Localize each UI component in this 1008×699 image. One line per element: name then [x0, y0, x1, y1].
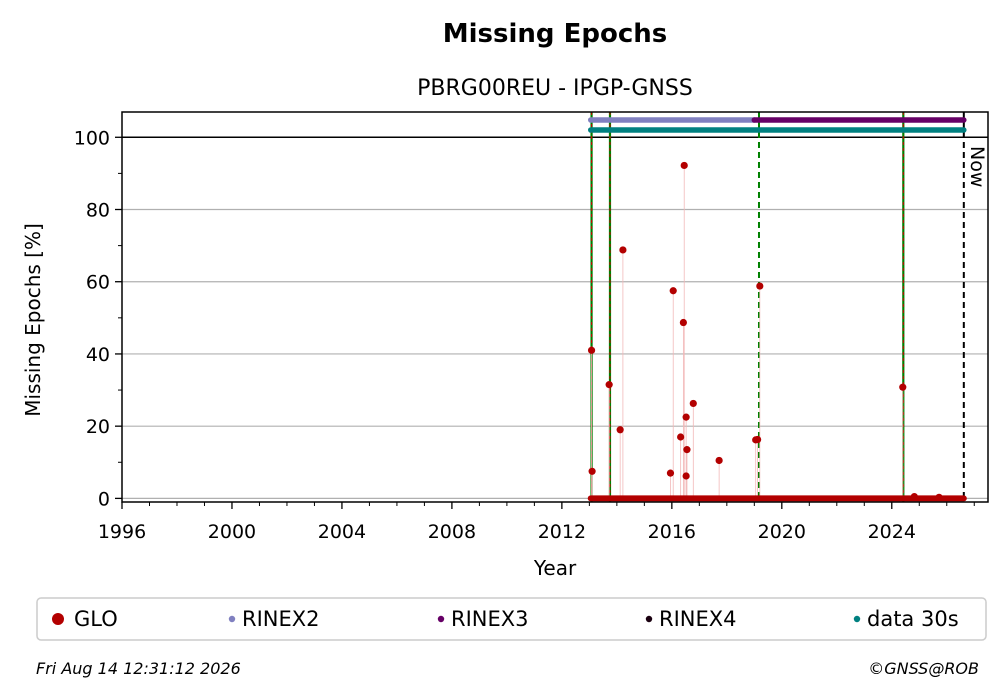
- legend-marker: [228, 615, 236, 623]
- glo-point: [689, 399, 697, 408]
- y-tick-label: 100: [74, 127, 110, 149]
- chart-subtitle: PBRG00REU - IPGP-GNSS: [417, 76, 693, 101]
- glo-point: [910, 492, 918, 501]
- x-tick-label: 2020: [758, 521, 806, 543]
- now-label: Now: [966, 146, 988, 187]
- glo-point: [605, 381, 613, 389]
- glo-point: [683, 446, 691, 454]
- glo-point: [899, 383, 907, 391]
- x-tick-label: 2004: [318, 521, 366, 543]
- legend: GLO RINEX2 RINEX3 RINEX4 data 30s: [36, 597, 987, 641]
- glo-series: [587, 161, 967, 502]
- glo-point: [715, 456, 723, 465]
- y-tick-label: 20: [86, 416, 110, 438]
- glo-point: [666, 469, 675, 477]
- y-tick-label: 40: [86, 344, 110, 366]
- legend-box: [36, 597, 987, 641]
- legend-label: GLO: [74, 607, 118, 631]
- plot-frame: [121, 111, 989, 503]
- x-tick-label: 2000: [208, 521, 256, 543]
- chart-title: Missing Epochs: [443, 19, 667, 49]
- glo-point: [679, 318, 687, 327]
- footer-timestamp: Fri Aug 14 12:31:12 2026: [36, 659, 241, 678]
- glo-point: [616, 426, 624, 434]
- y-axis-label: Missing Epochs [%]: [21, 223, 45, 417]
- legend-marker: [645, 615, 653, 623]
- glo-point: [677, 433, 685, 441]
- legend-marker: [437, 615, 445, 623]
- x-tick-label: 2016: [648, 521, 696, 543]
- y-tick-label: 80: [86, 200, 110, 222]
- event-lines: [590, 112, 965, 502]
- glo-point: [587, 346, 596, 354]
- y-tick-label: 60: [86, 272, 110, 294]
- grid-lines: [122, 136, 988, 499]
- y-tick-label: 0: [98, 488, 110, 510]
- legend-label: data 30s: [867, 607, 959, 631]
- glo-point: [619, 246, 627, 254]
- glo-point: [935, 493, 943, 501]
- footer-credit: ©GNSS@ROB: [868, 659, 979, 678]
- availability-bars: [587, 117, 967, 133]
- y-axis-ticks: 0 20 40 60 80 100: [74, 127, 122, 510]
- glo-point: [680, 161, 688, 170]
- glo-point: [756, 282, 764, 290]
- x-tick-label: 2024: [868, 521, 916, 543]
- glo-point: [682, 413, 690, 421]
- legend-label: RINEX3: [451, 607, 529, 631]
- glo-point: [588, 467, 596, 475]
- legend-label: RINEX2: [242, 607, 320, 631]
- x-tick-label: 1996: [98, 521, 146, 543]
- x-tick-label: 2008: [428, 521, 476, 543]
- legend-marker: [853, 615, 861, 623]
- x-axis-label: Year: [533, 556, 577, 580]
- x-axis-ticks: 1996 2000 2004 2008 2012 2016 2020 2024: [98, 502, 975, 543]
- legend-marker: [52, 613, 64, 625]
- glo-point: [669, 287, 677, 295]
- glo-point: [682, 472, 690, 480]
- glo-point: [754, 435, 762, 444]
- x-tick-label: 2012: [538, 521, 586, 543]
- legend-label: RINEX4: [659, 607, 737, 631]
